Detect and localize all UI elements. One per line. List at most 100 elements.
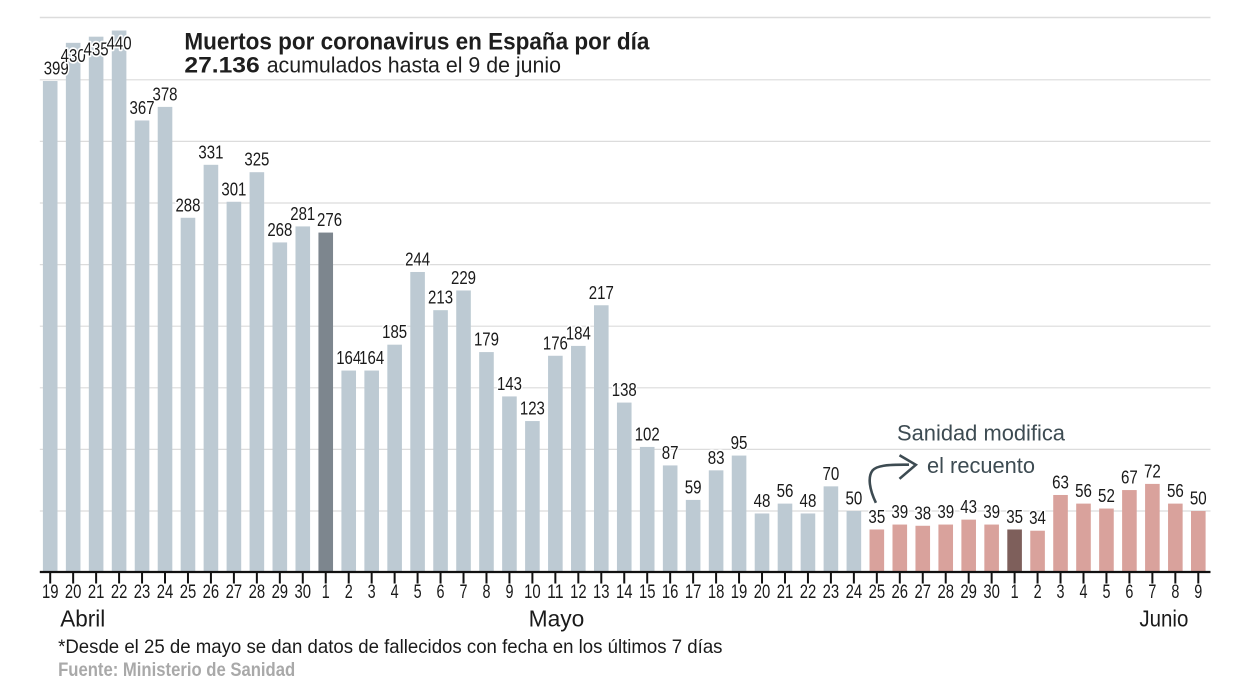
svg-text:399: 399 [44,59,69,79]
svg-text:3: 3 [1057,582,1065,603]
svg-text:63: 63 [1052,472,1069,492]
svg-text:4: 4 [391,582,399,603]
svg-text:138: 138 [612,380,637,400]
svg-text:27.136: 27.136 [184,53,259,78]
svg-text:268: 268 [267,220,292,240]
svg-text:70: 70 [823,464,840,484]
svg-text:el recuento: el recuento [927,453,1035,478]
svg-text:213: 213 [428,288,453,308]
svg-text:8: 8 [482,582,490,603]
svg-text:39: 39 [937,502,954,522]
svg-text:87: 87 [662,443,679,463]
svg-text:56: 56 [1075,481,1092,501]
svg-text:164: 164 [336,348,361,368]
svg-text:5: 5 [414,582,422,603]
svg-text:38: 38 [914,503,931,523]
svg-text:43: 43 [960,497,977,517]
svg-text:59: 59 [685,477,702,497]
svg-text:24: 24 [846,582,863,603]
svg-text:6: 6 [1125,582,1133,603]
svg-text:217: 217 [589,283,614,303]
svg-text:164: 164 [359,348,384,368]
svg-text:2: 2 [1034,582,1042,603]
svg-text:179: 179 [474,330,499,350]
svg-text:27: 27 [226,582,243,603]
svg-text:6: 6 [437,582,445,603]
svg-text:56: 56 [1167,481,1184,501]
svg-text:14: 14 [616,582,633,603]
svg-text:34: 34 [1029,508,1046,528]
svg-text:19: 19 [42,582,59,603]
svg-text:56: 56 [777,481,794,501]
svg-text:22: 22 [800,582,817,603]
svg-text:301: 301 [221,179,246,199]
svg-text:28: 28 [249,582,266,603]
svg-text:29: 29 [272,582,289,603]
svg-text:29: 29 [960,582,977,603]
svg-text:83: 83 [708,448,725,468]
svg-text:35: 35 [1006,507,1023,527]
svg-text:67: 67 [1121,468,1138,488]
svg-text:19: 19 [731,582,748,603]
svg-text:Abril: Abril [60,606,105,632]
svg-text:7: 7 [1148,582,1156,603]
svg-text:13: 13 [593,582,610,603]
svg-text:35: 35 [868,507,885,527]
svg-text:378: 378 [153,84,178,104]
svg-text:23: 23 [823,582,840,603]
svg-text:1: 1 [322,582,330,603]
svg-text:4: 4 [1079,582,1087,603]
svg-text:185: 185 [382,322,407,342]
svg-text:30: 30 [983,582,1000,603]
svg-text:2: 2 [345,582,353,603]
svg-text:24: 24 [157,582,174,603]
svg-text:17: 17 [685,582,702,603]
svg-text:12: 12 [570,582,587,603]
svg-text:72: 72 [1144,461,1161,481]
svg-text:95: 95 [731,433,748,453]
svg-text:11: 11 [547,582,564,603]
svg-text:Sanidad modifica: Sanidad modifica [897,421,1066,446]
svg-text:367: 367 [130,98,155,118]
svg-text:15: 15 [639,582,656,603]
svg-text:21: 21 [88,582,105,603]
svg-text:20: 20 [65,582,82,603]
svg-text:10: 10 [524,582,541,603]
svg-text:7: 7 [460,582,468,603]
svg-text:16: 16 [662,582,679,603]
svg-text:18: 18 [708,582,725,603]
svg-text:5: 5 [1102,582,1110,603]
svg-text:9: 9 [505,582,513,603]
svg-text:Junio: Junio [1139,606,1188,632]
svg-text:*Desde el 25 de mayo se dan da: *Desde el 25 de mayo se dan datos de fal… [58,636,723,658]
svg-text:9: 9 [1194,582,1202,603]
svg-text:325: 325 [244,150,269,170]
svg-text:39: 39 [983,502,1000,522]
svg-text:26: 26 [203,582,220,603]
svg-text:123: 123 [520,399,545,419]
svg-text:48: 48 [754,491,771,511]
svg-text:3: 3 [368,582,376,603]
svg-text:102: 102 [635,424,660,444]
svg-text:27: 27 [915,582,932,603]
svg-text:Mayo: Mayo [529,606,585,632]
svg-text:50: 50 [1190,489,1207,509]
svg-text:21: 21 [777,582,794,603]
svg-text:281: 281 [290,204,315,224]
svg-text:28: 28 [937,582,954,603]
svg-text:229: 229 [451,268,476,288]
svg-text:8: 8 [1171,582,1179,603]
svg-text:39: 39 [891,502,908,522]
svg-text:25: 25 [180,582,197,603]
svg-text:20: 20 [754,582,771,603]
svg-text:acumulados hasta el 9 de junio: acumulados hasta el 9 de junio [267,53,561,78]
svg-text:26: 26 [892,582,909,603]
svg-text:276: 276 [317,210,342,230]
svg-text:Muertos por coronavirus en Esp: Muertos por coronavirus en España por dí… [184,29,650,56]
svg-text:184: 184 [566,323,591,343]
svg-text:52: 52 [1098,486,1115,506]
svg-text:244: 244 [405,249,430,269]
svg-text:22: 22 [111,582,128,603]
svg-text:23: 23 [134,582,151,603]
svg-text:430: 430 [61,46,86,66]
